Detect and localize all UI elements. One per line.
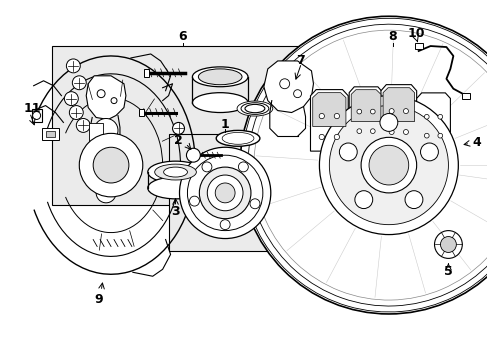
Circle shape [240, 16, 488, 314]
Circle shape [93, 147, 129, 183]
Circle shape [94, 118, 118, 142]
Circle shape [360, 137, 416, 193]
Circle shape [76, 118, 90, 132]
Circle shape [356, 109, 361, 114]
Ellipse shape [244, 104, 264, 113]
Bar [143, 69, 148, 77]
Text: 10: 10 [407, 27, 425, 40]
Circle shape [72, 76, 86, 90]
Text: 11: 11 [24, 102, 41, 115]
Bar [41, 129, 60, 140]
Circle shape [370, 109, 374, 114]
Circle shape [111, 98, 117, 104]
Circle shape [79, 133, 142, 197]
Ellipse shape [216, 130, 259, 146]
Ellipse shape [198, 69, 242, 85]
Bar [307, 48, 477, 195]
Ellipse shape [163, 167, 187, 177]
Circle shape [339, 143, 357, 161]
Text: 7: 7 [295, 54, 304, 67]
Ellipse shape [154, 164, 196, 180]
Circle shape [388, 130, 393, 135]
Polygon shape [380, 85, 416, 146]
Circle shape [66, 59, 80, 73]
Text: 1: 1 [220, 118, 229, 131]
Text: 9: 9 [95, 293, 103, 306]
Circle shape [279, 79, 289, 89]
Bar [168, 134, 281, 251]
Ellipse shape [222, 132, 253, 144]
Circle shape [368, 145, 408, 185]
Circle shape [379, 113, 397, 131]
Circle shape [354, 191, 372, 208]
Bar [139, 109, 143, 117]
Circle shape [186, 148, 200, 162]
Circle shape [249, 199, 260, 209]
Circle shape [293, 90, 301, 98]
Text: 8: 8 [388, 30, 396, 42]
Text: 5: 5 [443, 265, 452, 278]
Bar [45, 131, 55, 137]
Text: 6: 6 [178, 30, 187, 42]
Circle shape [370, 129, 374, 134]
Polygon shape [310, 90, 347, 151]
Circle shape [356, 129, 361, 134]
Circle shape [179, 147, 270, 239]
Circle shape [207, 175, 243, 211]
Circle shape [220, 220, 230, 230]
Polygon shape [86, 76, 126, 120]
Text: 2: 2 [173, 134, 182, 147]
Circle shape [97, 90, 105, 98]
Ellipse shape [192, 93, 247, 113]
Circle shape [69, 105, 83, 120]
Circle shape [434, 231, 461, 258]
Circle shape [404, 191, 422, 208]
Ellipse shape [237, 101, 272, 116]
Circle shape [420, 143, 437, 161]
Ellipse shape [147, 177, 203, 199]
Polygon shape [350, 90, 380, 121]
Circle shape [187, 155, 263, 231]
Circle shape [33, 112, 41, 120]
Circle shape [215, 183, 235, 203]
Text: 4: 4 [471, 136, 480, 149]
Circle shape [437, 114, 442, 119]
Polygon shape [382, 88, 414, 122]
Circle shape [199, 167, 250, 219]
Circle shape [334, 113, 339, 119]
Circle shape [202, 162, 211, 172]
Polygon shape [416, 93, 449, 148]
Circle shape [328, 105, 447, 225]
Circle shape [319, 96, 457, 235]
Circle shape [334, 134, 339, 140]
Polygon shape [348, 87, 382, 144]
Bar [51, 46, 314, 205]
Circle shape [189, 196, 199, 206]
Circle shape [403, 109, 407, 114]
Text: 3: 3 [171, 205, 180, 218]
Ellipse shape [147, 161, 203, 183]
Circle shape [238, 162, 248, 172]
Circle shape [424, 133, 428, 138]
Ellipse shape [241, 103, 268, 114]
Circle shape [403, 130, 407, 135]
Bar [89, 123, 103, 145]
Circle shape [319, 134, 324, 140]
Ellipse shape [192, 67, 247, 87]
Circle shape [319, 113, 324, 119]
Circle shape [437, 133, 442, 138]
Circle shape [64, 92, 78, 105]
Circle shape [440, 237, 455, 252]
Circle shape [96, 183, 116, 203]
Circle shape [172, 122, 184, 134]
Bar [32, 109, 41, 122]
Polygon shape [312, 93, 345, 126]
Circle shape [388, 109, 393, 114]
Circle shape [424, 114, 428, 119]
Bar [461, 93, 469, 99]
Bar [414, 43, 422, 49]
Polygon shape [264, 61, 313, 113]
